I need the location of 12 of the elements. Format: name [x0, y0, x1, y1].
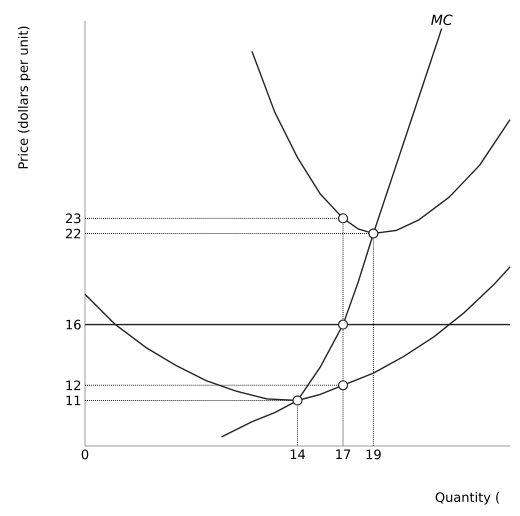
- series-label: MC: [431, 14, 453, 26]
- y-axis-title: Price (dollars per unit): [18, 26, 30, 168]
- y-tick-label: 11: [66, 396, 80, 406]
- y-tick-label: 22: [66, 228, 80, 238]
- x-tick-label: 14: [290, 450, 306, 459]
- y-tick-label: 16: [66, 320, 81, 330]
- y-tick-label: 23: [66, 213, 80, 224]
- x-axis-title: Quantity (: [436, 492, 500, 505]
- x-tick-label: 19: [366, 450, 381, 460]
- y-tick-label: 12: [66, 380, 80, 390]
- x-tick-label: 0: [82, 450, 88, 460]
- x-tick-label: 17: [336, 450, 350, 459]
